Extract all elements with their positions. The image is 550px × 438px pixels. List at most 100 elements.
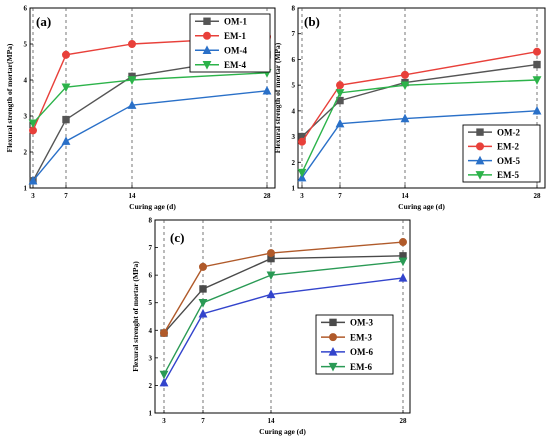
data-point (62, 115, 70, 124)
series-EM-6 (159, 257, 408, 380)
data-point (128, 40, 136, 48)
y-tick-label: 1 (292, 185, 296, 193)
plot-frame (297, 7, 546, 189)
chart-panel-1: 1 2 3 4 5 6 3 7 14 28 Curing age (d) Flexural stren… (5, 5, 276, 211)
legend-marker (202, 45, 212, 54)
data-point (400, 113, 410, 123)
legend-label: EM-6 (350, 362, 372, 372)
series-EM-4 (28, 68, 272, 129)
x-tick-label: 3 (31, 192, 35, 200)
series-EM-5 (297, 76, 542, 178)
x-tick-label: 3 (162, 417, 166, 425)
x-tick-label: 7 (338, 192, 342, 200)
legend-marker (203, 17, 211, 25)
data-point (533, 60, 541, 69)
data-point (61, 83, 71, 93)
panel-label: (b) (304, 14, 320, 29)
y-tick-label: 1 (24, 185, 28, 193)
data-point (198, 308, 208, 318)
legend-marker (328, 346, 338, 356)
x-tick-label: 28 (534, 192, 542, 200)
y-axis-title: Flexural strength of mortar(MPa) (5, 43, 14, 152)
series-EM-2 (298, 47, 541, 146)
chart-panel-3: 1 2 3 4 5 6 7 8 3 7 14 28 Curing age (d) Flexural str… (131, 217, 411, 436)
series-line-OM-2 (301, 63, 538, 138)
data-point (267, 249, 275, 258)
legend: OM-3 EM-3 OM-6 EM-6 (315, 314, 394, 375)
x-axis-title: Curing age (d) (259, 427, 306, 436)
y-tick-label: 7 (149, 244, 153, 252)
series-line-EM-6 (163, 260, 404, 375)
legend-label: OM-1 (224, 16, 247, 26)
y-tick-label: 5 (292, 82, 296, 90)
legend-label: EM-4 (224, 60, 246, 70)
y-axis-title: Flexural strength of mortar (MPa) (273, 42, 282, 153)
series-line-OM-6 (163, 277, 404, 384)
y-tick-label: 4 (149, 327, 153, 335)
y-tick-label: 1 (149, 410, 153, 418)
series-OM-4 (28, 85, 272, 185)
legend-marker (328, 362, 338, 372)
legend-box (462, 124, 541, 183)
y-tick-label: 6 (149, 272, 153, 280)
series-OM-5 (297, 105, 542, 182)
y-tick-label: 8 (149, 217, 153, 225)
data-point (266, 271, 276, 281)
data-point (28, 119, 38, 129)
data-point (199, 262, 207, 271)
data-point (62, 50, 70, 59)
data-point (127, 100, 137, 109)
data-point (335, 118, 345, 128)
series-line-EM-5 (301, 79, 538, 173)
y-tick-label: 6 (292, 56, 296, 64)
data-point (298, 137, 306, 146)
legend-marker (475, 171, 485, 180)
data-point (401, 70, 409, 79)
data-point (398, 257, 408, 267)
legend-label: OM-2 (497, 127, 520, 137)
data-point (533, 47, 541, 56)
y-tick-label: 5 (149, 299, 153, 307)
y-tick-label: 3 (149, 354, 153, 362)
legend-label: OM-6 (350, 347, 373, 357)
legend-label: OM-3 (350, 318, 373, 328)
series-line-EM-3 (163, 241, 404, 334)
legend-marker (329, 318, 337, 327)
data-point (335, 89, 345, 98)
legend-box (315, 314, 394, 375)
data-point (159, 370, 169, 380)
legend-marker (329, 333, 337, 342)
y-axis-title: Flexural strenght of mortar (MPa) (131, 261, 140, 372)
y-tick-label: 2 (292, 159, 296, 167)
series-line-EM-4 (32, 72, 268, 124)
x-tick-label: 14 (268, 417, 276, 425)
x-tick-label: 7 (201, 417, 205, 425)
data-point (199, 285, 207, 293)
data-point (159, 377, 169, 387)
legend-marker (475, 155, 485, 165)
series-OM-6 (159, 273, 408, 387)
series-line-OM-3 (163, 255, 404, 334)
data-point (127, 76, 137, 85)
x-axis-title: Curing age (d) (129, 202, 176, 211)
legend-marker (476, 128, 484, 136)
legend-label: EM-2 (497, 142, 519, 152)
y-tick-label: 4 (24, 77, 28, 85)
data-point (198, 299, 208, 308)
y-tick-label: 5 (24, 41, 28, 49)
panel-label: (a) (36, 14, 51, 29)
x-tick-label: 3 (300, 192, 304, 200)
data-point (266, 289, 276, 299)
panel-label: (c) (170, 230, 184, 245)
legend-marker (203, 31, 211, 40)
data-point (297, 168, 307, 178)
plot-frame (29, 7, 276, 189)
legend-label: EM-3 (350, 332, 372, 342)
series-EM-3 (160, 238, 407, 338)
legend-label: EM-1 (224, 31, 246, 41)
series-line-OM-4 (32, 90, 268, 182)
data-point (532, 105, 542, 115)
data-point (532, 76, 542, 85)
data-point (28, 175, 38, 185)
